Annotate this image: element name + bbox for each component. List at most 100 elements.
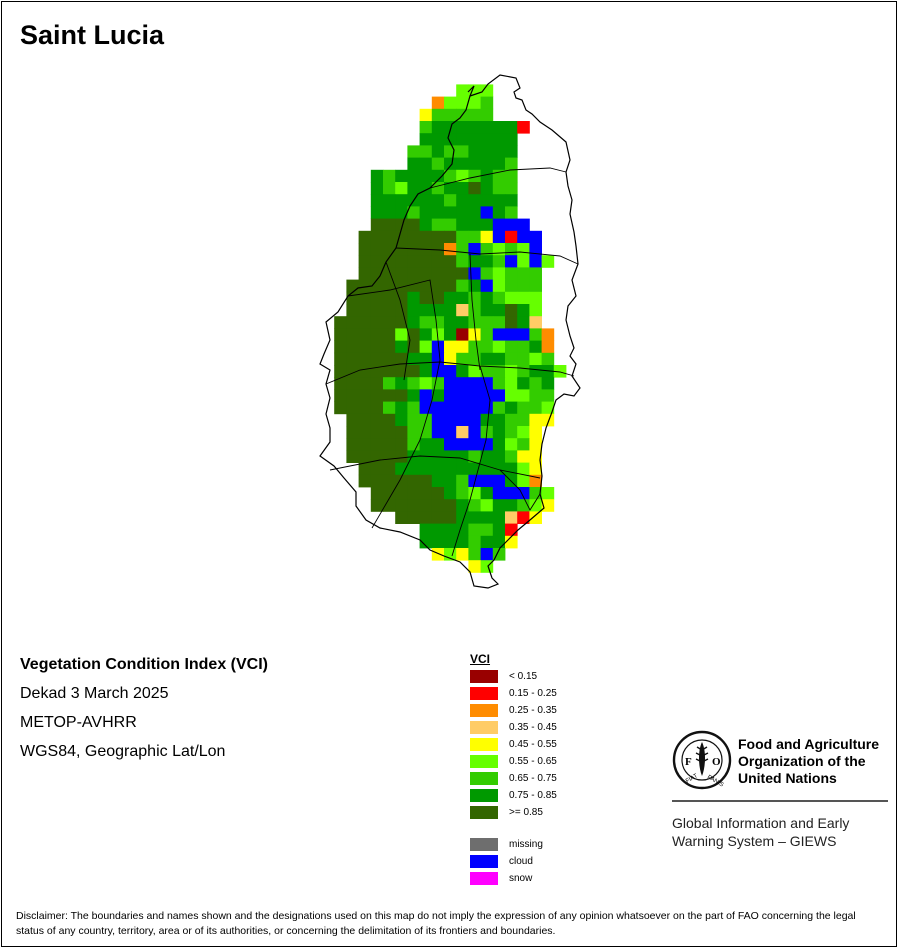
vci-cell [456, 377, 469, 390]
vci-cell [334, 401, 347, 415]
vci-cell [492, 389, 506, 402]
vci-cell [468, 340, 481, 354]
vci-cell [541, 413, 555, 427]
vci-cell [492, 352, 506, 366]
vci-cell [370, 426, 384, 439]
vci-cell [505, 523, 518, 537]
vci-cell [468, 426, 481, 439]
boundary-gros-islet [395, 247, 579, 265]
vci-cell [444, 511, 457, 524]
vci-cell [492, 511, 506, 524]
vci-cell [395, 377, 408, 390]
vci-cell [529, 377, 542, 390]
legend-swatch [470, 687, 498, 700]
vci-cell [444, 377, 457, 390]
vci-raster [334, 84, 567, 573]
vci-cell [529, 279, 542, 293]
vci-cell [456, 157, 469, 171]
vci-cell [456, 328, 469, 341]
vci-cell [419, 389, 433, 402]
vci-cell [370, 389, 384, 402]
legend-swatch [470, 670, 498, 683]
vci-cell [517, 401, 530, 415]
legend-swatch [470, 704, 498, 717]
vci-cell [480, 206, 494, 219]
vci-cell [492, 535, 506, 549]
vci-cell [383, 487, 396, 500]
vci-cell [407, 377, 420, 390]
vci-cell [431, 426, 445, 439]
vci-cell [358, 230, 372, 244]
boundary-anse-la-raye [347, 279, 441, 529]
vci-cell [492, 401, 506, 415]
vci-cell [517, 462, 530, 476]
vci-cell [505, 511, 518, 524]
vci-cell [444, 108, 457, 122]
legend-label: 0.75 - 0.85 [509, 790, 557, 801]
vci-cell [529, 450, 542, 463]
legend-item: snow [470, 872, 532, 889]
vci-cell [383, 182, 396, 195]
vci-cell [431, 548, 445, 561]
vci-cell [383, 169, 396, 183]
vci-cell [370, 462, 384, 476]
vci-cell [407, 169, 420, 183]
vci-cell [529, 365, 542, 378]
vci-cell [480, 352, 494, 366]
vci-cell [529, 352, 542, 366]
vci-cell [346, 438, 359, 451]
vci-cell [358, 450, 372, 463]
vci-cell [505, 487, 518, 500]
vci-cell [529, 401, 542, 415]
vci-cell [407, 304, 420, 317]
vci-cell [468, 401, 481, 415]
vci-cell [444, 145, 457, 158]
vci-cell [468, 487, 481, 500]
vci-cell [444, 291, 457, 305]
vci-cell [480, 535, 494, 549]
vci-cell [444, 328, 457, 341]
vci-cell [517, 304, 530, 317]
vci-cell [358, 352, 372, 366]
vci-cell [358, 279, 372, 293]
vci-cell [505, 230, 518, 244]
vci-cell [444, 365, 457, 378]
vci-cell [517, 413, 530, 427]
vci-cell [444, 169, 457, 183]
vci-cell [358, 377, 372, 390]
vci-cell [358, 267, 372, 280]
vci-cell [456, 182, 469, 195]
vci-cell [492, 279, 506, 293]
vci-cell [456, 462, 469, 476]
vci-cell [395, 352, 408, 366]
vci-cell [468, 182, 481, 195]
vci-cell [431, 413, 445, 427]
vci-cell [529, 438, 542, 451]
vci-cell [468, 267, 481, 280]
vci-cell [505, 194, 518, 207]
vci-cell [419, 523, 433, 537]
vci-cell [419, 438, 433, 451]
vci-cell [370, 401, 384, 415]
vci-cell [407, 499, 420, 512]
vci-cell [370, 352, 384, 366]
vci-cell [431, 194, 445, 207]
vci-cell [517, 267, 530, 280]
vci-cell [383, 316, 396, 329]
vci-cell [383, 328, 396, 341]
legend-item: >= 0.85 [470, 806, 543, 823]
vci-cell [517, 511, 530, 524]
vci-cell [407, 438, 420, 451]
legend: VCI < 0.15 0.15 - 0.25 0.25 - 0.35 0.35 - 0… [470, 652, 557, 889]
vci-cell [346, 426, 359, 439]
vci-cell [468, 535, 481, 549]
vci-cell [480, 401, 494, 415]
legend-item: cloud [470, 855, 533, 872]
vci-cell [370, 230, 384, 244]
vci-cell [419, 352, 433, 366]
vci-cell [395, 304, 408, 317]
vci-cell [517, 230, 530, 244]
legend-label: cloud [509, 856, 533, 867]
vci-cell [334, 352, 347, 366]
legend-swatch [470, 838, 498, 851]
